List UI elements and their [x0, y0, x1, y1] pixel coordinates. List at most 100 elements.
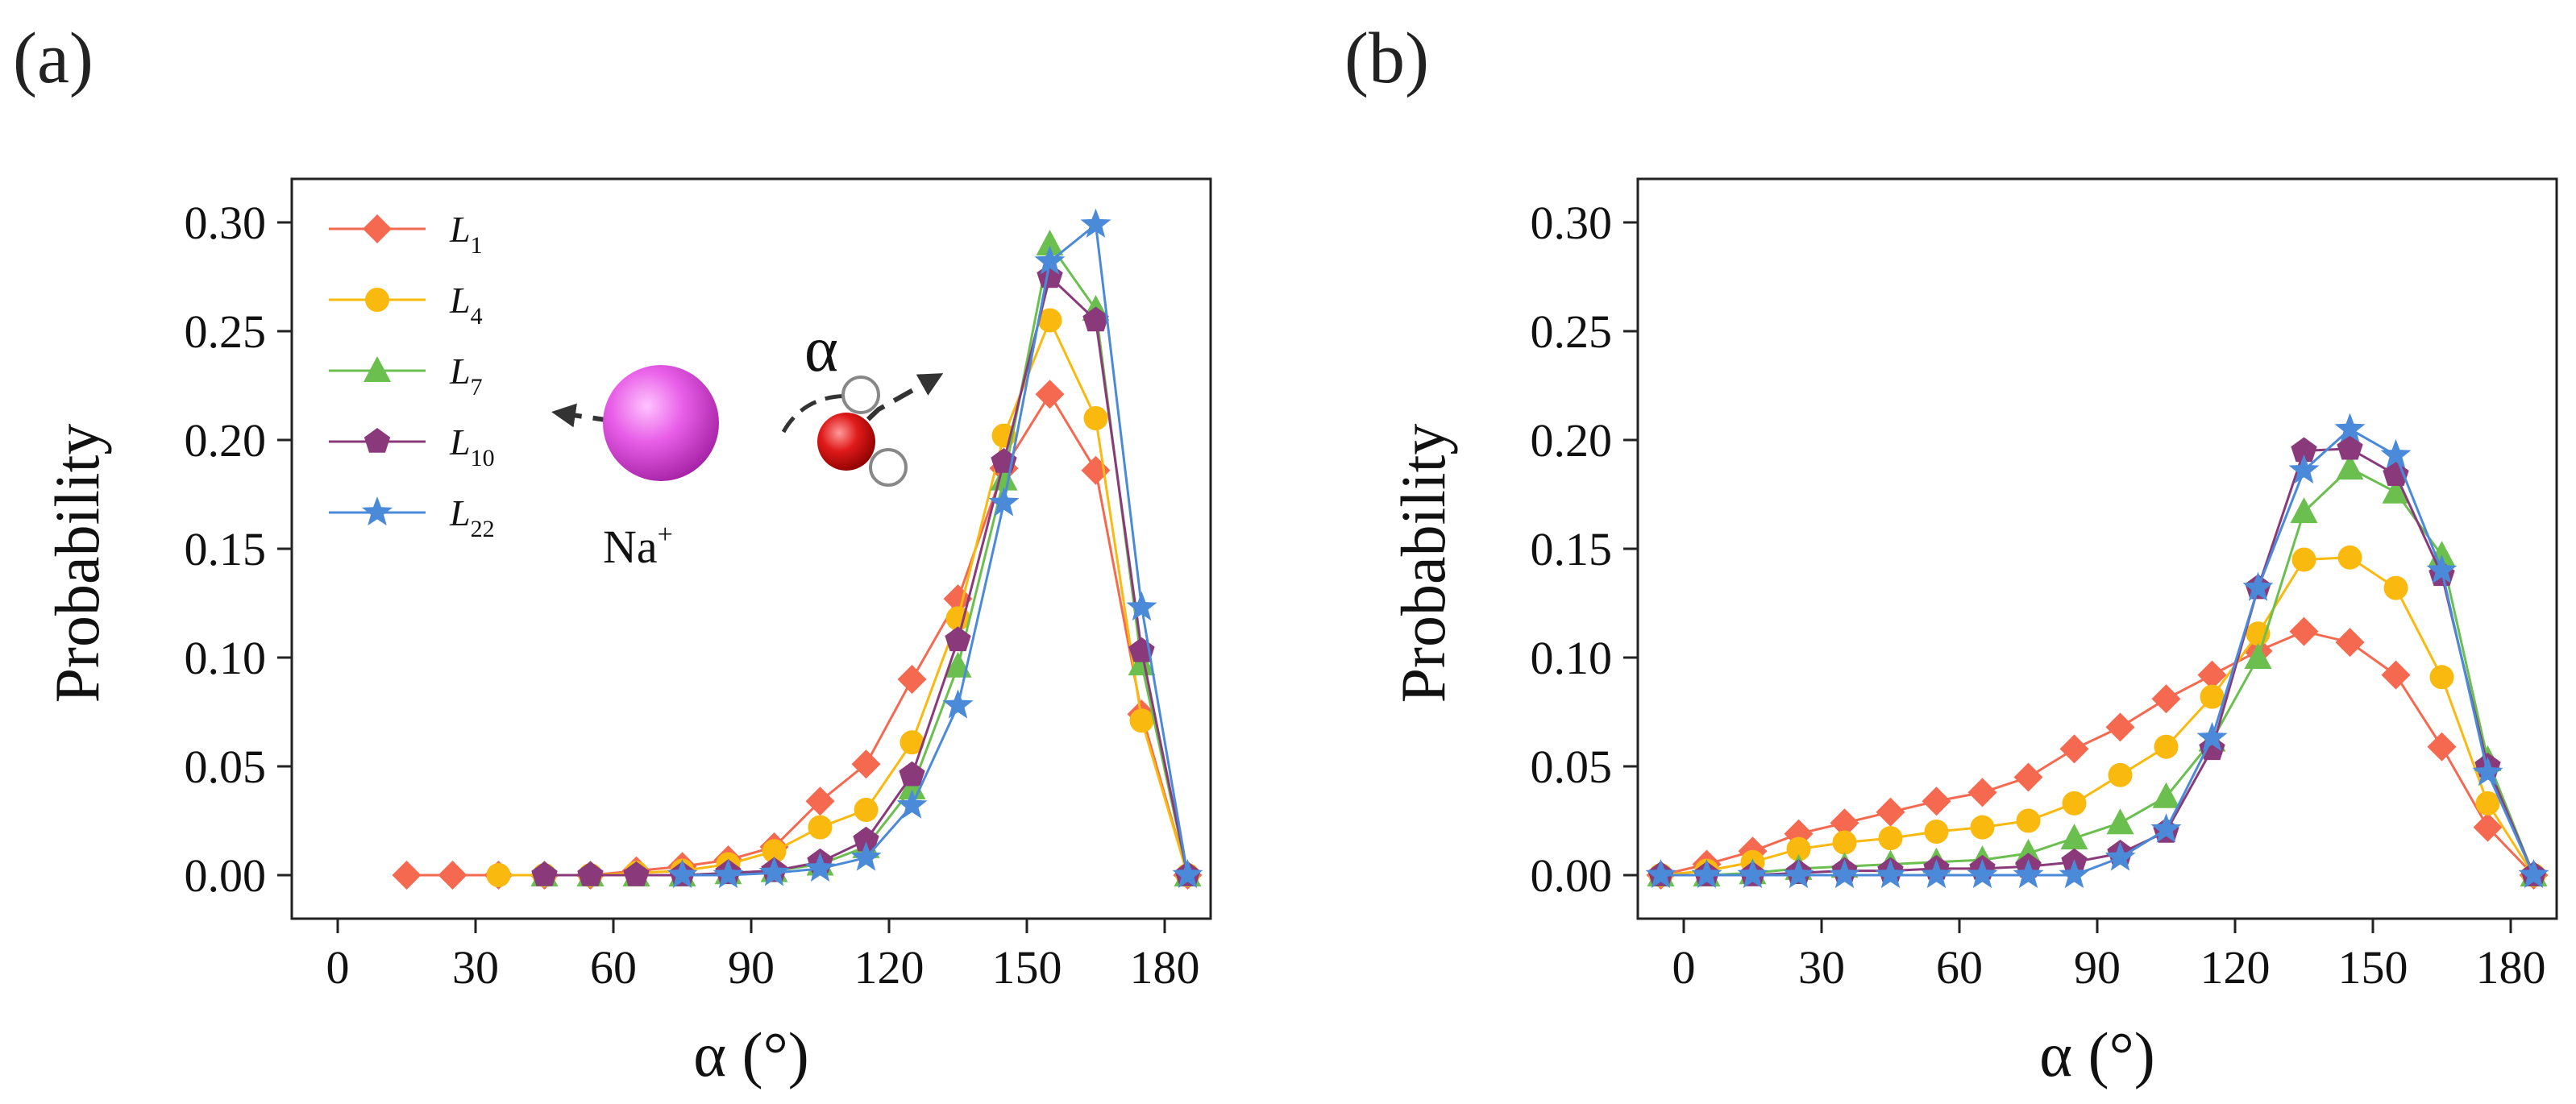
data-point-L1 [897, 665, 927, 694]
data-point-L22 [850, 841, 882, 871]
series-line-L10 [544, 274, 1189, 877]
data-point-L1 [1922, 786, 1951, 816]
data-point-L10 [531, 861, 558, 886]
data-point-L10 [2291, 437, 2317, 463]
x-tick-label: 60 [590, 941, 637, 994]
data-point-L4 [2475, 791, 2500, 816]
x-tick-label: 60 [1936, 941, 1983, 994]
x-axis-label: α (°) [2039, 1019, 2155, 1089]
data-point-L4 [2154, 734, 2179, 759]
series-line-L10 [1660, 447, 2535, 877]
data-point-L10 [853, 826, 879, 852]
data-point-L22 [2196, 721, 2228, 752]
plot-area-a: 0 30 60 90 120 150 180 0.00 0.05 0.10 0.15 0.20 0.25… [42, 177, 1212, 1089]
data-point-L10 [623, 861, 650, 886]
data-point-L1 [2059, 734, 2089, 764]
legend: L1 L4 L7 L10 L22 [329, 209, 495, 542]
legend-label: L1 [449, 209, 483, 259]
data-point-L4 [486, 863, 511, 887]
legend-label: L7 [449, 351, 483, 401]
data-point-L4 [2062, 791, 2087, 816]
x-axis-label: α (°) [693, 1019, 809, 1089]
x-tick-label: 90 [728, 941, 775, 994]
data-point-L4 [2200, 684, 2225, 709]
data-point-L1 [2289, 616, 2319, 646]
y-tick-label: 0.10 [1531, 632, 1613, 684]
data-point-L4 [1878, 826, 1903, 851]
x-tick-label: 0 [326, 941, 350, 994]
data-point-L4 [1970, 815, 1995, 840]
data-point-L22 [713, 859, 744, 889]
angle-arc [781, 393, 860, 434]
data-point-L7 [2244, 643, 2272, 669]
x-tick-label: 180 [1130, 941, 1200, 994]
legend-marker [361, 496, 393, 526]
x-tick-label: 30 [1798, 941, 1845, 994]
y-tick-label: 0.30 [1531, 197, 1613, 249]
series-L22 [667, 208, 1203, 889]
data-point-L1 [805, 786, 835, 816]
data-point-L10 [945, 626, 971, 652]
data-point-L22 [1783, 859, 1814, 889]
data-point-L22 [2426, 554, 2458, 584]
y-tick-label: 0.25 [185, 305, 267, 358]
x-tick-label: 150 [992, 941, 1062, 994]
y-tick-label: 0.05 [185, 741, 267, 793]
y-tick-label: 0.05 [1531, 741, 1613, 793]
data-point-L4 [808, 815, 833, 840]
data-point-L4 [2016, 808, 2041, 833]
data-point-L22 [1645, 859, 1676, 889]
data-point-L22 [2288, 454, 2320, 484]
series-L4 [1648, 545, 2546, 887]
data-point-L4 [2429, 665, 2454, 690]
data-point-L1 [2427, 732, 2457, 762]
data-point-L10 [577, 861, 604, 886]
y-tick-label: 0.30 [185, 197, 267, 249]
data-point-L1 [2197, 660, 2227, 690]
series-L7 [1647, 454, 2548, 886]
series-line-L4 [498, 317, 1189, 877]
legend-marker [365, 288, 389, 312]
angle-label: α [804, 314, 838, 385]
data-point-L7 [1128, 650, 1156, 676]
series-line-L1 [406, 392, 1189, 877]
data-point-L4 [1832, 830, 1857, 855]
panel-a: (a) 0 30 60 90 120 150 180 0.00 0.05 0.10 0.15 0.20… [13, 19, 1212, 1089]
data-point-L1 [2105, 712, 2135, 742]
data-point-L1 [851, 749, 881, 779]
legend-marker [363, 214, 392, 243]
axes-frame [290, 177, 1212, 920]
legend-label: L10 [449, 421, 495, 471]
data-point-L22 [804, 852, 836, 882]
x-tick-label: 150 [2338, 941, 2408, 994]
x-tick-label: 120 [854, 941, 924, 994]
data-point-L7 [2290, 497, 2318, 524]
data-point-L22 [2472, 757, 2503, 786]
panel-label-b: (b) [1344, 19, 1429, 98]
y-tick-label: 0.10 [185, 632, 267, 684]
legend-marker [364, 428, 391, 453]
data-point-L4 [1083, 406, 1108, 430]
data-point-L7 [2152, 782, 2180, 808]
data-point-L22 [988, 487, 1020, 517]
data-point-L7 [1036, 230, 1064, 255]
y-tick-label: 0.20 [1531, 414, 1613, 467]
data-point-L10 [2383, 461, 2409, 486]
y-tick-label: 0.00 [1531, 849, 1613, 902]
data-point-L22 [2013, 859, 2044, 889]
data-point-L22 [1829, 859, 1860, 889]
data-point-L7 [2106, 808, 2134, 835]
data-point-L1 [1035, 380, 1065, 409]
y-tick-label: 0.15 [185, 523, 267, 575]
plot-area-b: 0 30 60 90 120 150 180 0.00 0.05 0.10 0.15 0.20 0.25… [1388, 177, 2558, 1089]
inset-diagram: α Na+ [551, 314, 944, 573]
data-point-L22 [758, 857, 790, 886]
y-tick-label: 0.00 [185, 849, 267, 902]
data-point-L4 [762, 839, 787, 864]
series-L22 [1645, 413, 2549, 889]
data-point-L4 [854, 798, 879, 822]
x-tick-label: 180 [2476, 941, 2546, 994]
data-point-L22 [896, 789, 928, 819]
series-L1 [392, 380, 1203, 890]
